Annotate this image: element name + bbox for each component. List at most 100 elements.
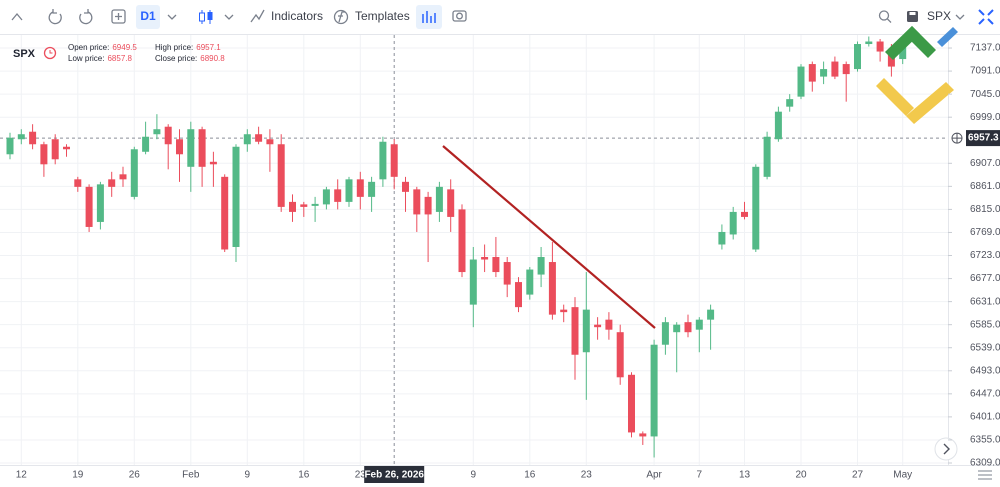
candle-body bbox=[198, 129, 206, 167]
candle-body bbox=[221, 176, 229, 250]
scroll-right-button[interactable] bbox=[934, 437, 958, 461]
candle-body bbox=[797, 66, 805, 97]
candle-body bbox=[842, 64, 850, 75]
candle-body bbox=[96, 184, 104, 222]
y-tick-label: 6723.0 bbox=[970, 250, 1000, 261]
search-button[interactable] bbox=[878, 10, 890, 21]
candle-body bbox=[334, 189, 342, 202]
candle-body bbox=[447, 189, 455, 217]
candle-body bbox=[130, 149, 138, 197]
x-tick-label: 7 bbox=[697, 470, 703, 481]
chart-type-dropdown[interactable] bbox=[224, 14, 234, 20]
candle-body bbox=[729, 211, 737, 235]
x-tick-label: 20 bbox=[795, 470, 807, 481]
candle-body bbox=[492, 257, 500, 273]
candle-body bbox=[515, 282, 522, 308]
y-tick-label: 7137.0 bbox=[970, 43, 1000, 54]
save-icon bbox=[909, 12, 916, 15]
interval[interactable]: D1 bbox=[140, 9, 156, 23]
templates-icon[interactable] bbox=[333, 9, 349, 25]
candle-body bbox=[695, 319, 703, 330]
y-tick-label: 6401.0 bbox=[970, 412, 1000, 423]
x-tick-label: 9 bbox=[245, 470, 251, 481]
candle-body bbox=[639, 433, 647, 437]
candle-body bbox=[899, 46, 907, 60]
collapse-button[interactable] bbox=[11, 12, 23, 21]
candle-body bbox=[300, 204, 308, 207]
volume-button[interactable] bbox=[416, 5, 442, 29]
candle-body bbox=[255, 134, 263, 142]
candle-body bbox=[356, 179, 364, 197]
candle-body bbox=[571, 307, 579, 355]
symbol-button[interactable]: SPX bbox=[927, 9, 951, 23]
trend-line bbox=[442, 145, 656, 329]
candle-icon-body bbox=[199, 12, 205, 22]
x-tick-label: 16 bbox=[298, 470, 310, 481]
x-tick-label: 23 bbox=[581, 470, 593, 481]
candle-icon-body bbox=[207, 12, 213, 20]
candle-body bbox=[458, 209, 466, 273]
candle-body bbox=[616, 332, 624, 378]
candle-body bbox=[887, 51, 895, 67]
templates-button[interactable]: Templates bbox=[355, 9, 410, 23]
screenshot-button[interactable] bbox=[452, 10, 467, 22]
candle-body bbox=[605, 319, 613, 330]
candle-body bbox=[707, 309, 715, 320]
logo-part bbox=[937, 27, 958, 47]
y-tick-label: 6631.0 bbox=[970, 296, 1000, 307]
candle-body bbox=[85, 186, 93, 227]
symbol-dropdown[interactable] bbox=[955, 14, 965, 20]
x-tick-label: 9 bbox=[471, 470, 477, 481]
info-label: Close price: bbox=[155, 54, 197, 63]
candle-body bbox=[481, 257, 489, 260]
undo-button[interactable] bbox=[48, 9, 62, 25]
interval-button[interactable] bbox=[136, 5, 160, 29]
indicators-icon[interactable] bbox=[250, 9, 265, 23]
info-value: 6857.8 bbox=[107, 54, 132, 63]
x-tick-label: 27 bbox=[852, 470, 864, 481]
settings-button[interactable] bbox=[978, 470, 992, 480]
info-label: Open price: bbox=[68, 43, 109, 52]
candle-body bbox=[29, 131, 37, 145]
x-tick-label: 19 bbox=[72, 470, 84, 481]
candle-body bbox=[187, 129, 195, 167]
info-label: High price: bbox=[155, 43, 193, 52]
candle-body bbox=[390, 144, 398, 177]
clock-icon bbox=[43, 46, 57, 60]
redo-button[interactable] bbox=[79, 9, 93, 25]
candle-body bbox=[345, 179, 353, 202]
y-tick-label: 6769.0 bbox=[970, 227, 1000, 238]
candle-body bbox=[277, 144, 285, 207]
candle-body bbox=[289, 201, 296, 212]
candle-body bbox=[774, 111, 782, 140]
candle-body bbox=[176, 139, 183, 155]
candle-body bbox=[628, 374, 635, 433]
y-tick-label: 7045.0 bbox=[970, 89, 1000, 100]
interval-dropdown[interactable] bbox=[167, 14, 177, 20]
candle-body bbox=[142, 136, 150, 152]
candle-body bbox=[322, 189, 330, 205]
indicators-button[interactable]: Indicators bbox=[271, 9, 323, 23]
y-tick-label: 6907.0 bbox=[970, 158, 1000, 169]
info-value: 6949.5 bbox=[112, 43, 137, 52]
y-tick-label: 6861.0 bbox=[970, 181, 1000, 192]
candle-body bbox=[74, 179, 82, 187]
info-symbol: SPX bbox=[13, 48, 36, 60]
plot-area bbox=[0, 35, 948, 465]
candle-body bbox=[548, 262, 556, 315]
scroll-right-icon bbox=[943, 443, 950, 455]
y-tick-label: 6539.0 bbox=[970, 342, 1000, 353]
candle-body bbox=[865, 41, 873, 45]
logo-part bbox=[904, 26, 936, 58]
candle-body bbox=[402, 181, 409, 192]
candle-body bbox=[503, 262, 511, 285]
candle-body bbox=[752, 166, 760, 250]
screenshot-icon bbox=[456, 12, 463, 20]
add-button[interactable] bbox=[111, 9, 126, 24]
candle-body bbox=[243, 134, 251, 145]
info-value: 6957.1 bbox=[196, 43, 221, 52]
fullscreen-button[interactable] bbox=[978, 9, 994, 25]
candle-body bbox=[526, 269, 534, 295]
add-icon bbox=[115, 13, 122, 20]
